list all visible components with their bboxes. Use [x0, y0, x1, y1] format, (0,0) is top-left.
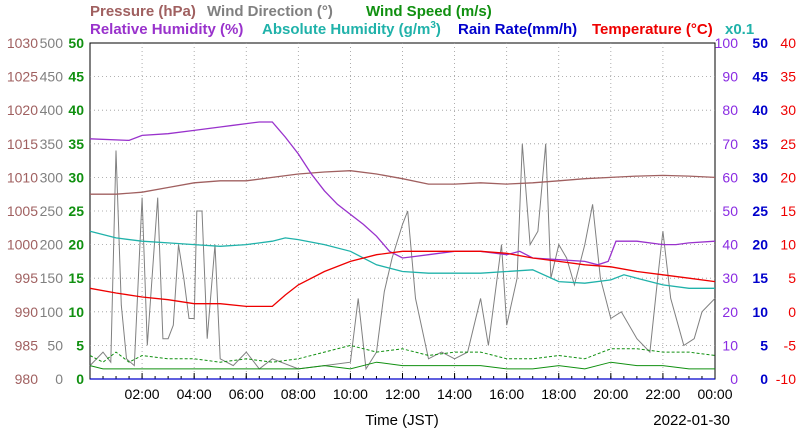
y-tick-pressure: 1025	[7, 69, 38, 85]
y-tick-wind-speed: 5	[76, 337, 84, 353]
y-tick-temperature: 20	[780, 169, 796, 185]
y-tick-rain: 20	[752, 237, 768, 253]
y-tick-humidity: 100	[715, 35, 739, 51]
legend-temperature: Temperature (°C)	[592, 21, 713, 38]
y-tick-wind-direction: 50	[47, 337, 63, 353]
x-axis-label: Time (JST)	[365, 412, 439, 429]
y-tick-rain: 15	[752, 270, 768, 286]
y-tick-pressure: 1005	[7, 203, 38, 219]
x-tick-label: 02:00	[125, 386, 160, 402]
x-tick-label: 06:00	[229, 386, 264, 402]
y-tick-temperature: 35	[780, 69, 796, 85]
y-tick-humidity: 70	[722, 136, 738, 152]
date-label: 2022-01-30	[653, 412, 730, 429]
y-tick-rain: 45	[752, 69, 768, 85]
y-tick-wind-speed: 50	[68, 35, 84, 51]
y-tick-wind-speed: 15	[68, 270, 84, 286]
y-tick-temperature: 10	[780, 237, 796, 253]
series-lines	[89, 121, 716, 380]
y-tick-wind-direction: 500	[40, 35, 64, 51]
x-tick-label: 20:00	[593, 386, 628, 402]
y-tick-temperature: 25	[780, 136, 796, 152]
y-tick-wind-speed: 35	[68, 136, 84, 152]
series-abs-humidity	[89, 230, 715, 289]
y-tick-temperature: 30	[780, 102, 796, 118]
y-tick-pressure: 1020	[7, 102, 38, 118]
y-tick-rain: 30	[752, 169, 768, 185]
x-tick-label: 14:00	[437, 386, 472, 402]
y-tick-pressure: 1000	[7, 237, 38, 253]
y-tick-pressure: 995	[15, 270, 39, 286]
series-humidity	[89, 121, 716, 266]
y-axes: 1030102510201015101010051000995990985980…	[7, 35, 796, 387]
y-tick-wind-direction: 350	[40, 136, 64, 152]
y-tick-pressure: 990	[15, 304, 39, 320]
legend-humidity: Relative Humidity (%)	[90, 21, 243, 38]
y-tick-humidity: 90	[722, 69, 738, 85]
y-tick-temperature: 0	[788, 304, 796, 320]
y-tick-temperature: -5	[784, 337, 797, 353]
series-wind-speed	[89, 361, 715, 370]
x-tick-label: 10:00	[333, 386, 368, 402]
y-tick-pressure: 980	[15, 371, 39, 387]
y-tick-wind-speed: 25	[68, 203, 84, 219]
y-tick-pressure: 985	[15, 337, 39, 353]
legend-abs-humidity: Absolute Humidity (g/m3)	[262, 20, 441, 38]
x-tick-label: 18:00	[541, 386, 576, 402]
y-tick-temperature: -10	[776, 371, 796, 387]
y-tick-pressure: 1010	[7, 169, 38, 185]
y-tick-pressure: 1030	[7, 35, 38, 51]
y-tick-humidity: 0	[730, 371, 738, 387]
y-tick-wind-speed: 40	[68, 102, 84, 118]
y-tick-wind-speed: 0	[76, 371, 84, 387]
y-tick-temperature: 15	[780, 203, 796, 219]
y-tick-temperature: 40	[780, 35, 796, 51]
y-tick-wind-direction: 100	[40, 304, 64, 320]
y-tick-humidity: 50	[722, 203, 738, 219]
y-tick-temperature: 5	[788, 270, 796, 286]
series-wind-gust	[89, 344, 716, 363]
y-tick-wind-direction: 0	[55, 371, 63, 387]
y-tick-rain: 5	[760, 337, 768, 353]
x-axis: 02:00 04:00 06:00 08:00 10:00 12:00 14:00 16:00…	[89, 373, 733, 402]
y-tick-humidity: 60	[722, 169, 738, 185]
y-tick-wind-direction: 400	[40, 102, 64, 118]
y-tick-wind-direction: 150	[40, 270, 64, 286]
y-tick-wind-direction: 300	[40, 169, 64, 185]
y-tick-humidity: 30	[722, 270, 738, 286]
y-tick-pressure: 1015	[7, 136, 38, 152]
y-tick-wind-speed: 30	[68, 169, 84, 185]
series-temperature	[89, 250, 716, 308]
y-tick-humidity: 80	[722, 102, 738, 118]
y-tick-rain: 40	[752, 102, 768, 118]
legend-pressure: Pressure (hPa)	[90, 3, 196, 20]
y-tick-wind-direction: 450	[40, 69, 64, 85]
y-tick-wind-speed: 45	[68, 69, 84, 85]
x-tick-label: 00:00	[697, 386, 732, 402]
x-tick-label: 22:00	[645, 386, 680, 402]
x-tick-label: 08:00	[281, 386, 316, 402]
y-tick-wind-speed: 20	[68, 237, 84, 253]
legend-abs-factor: x0.1	[725, 21, 754, 38]
y-tick-humidity: 40	[722, 237, 738, 253]
y-tick-wind-direction: 250	[40, 203, 64, 219]
y-tick-rain: 35	[752, 136, 768, 152]
legend-rain: Rain Rate(mm/h)	[458, 21, 577, 38]
y-tick-rain: 50	[752, 35, 768, 51]
x-tick-label: 12:00	[385, 386, 420, 402]
legend-wind-direction: Wind Direction (°)	[207, 3, 333, 20]
y-tick-wind-speed: 10	[68, 304, 84, 320]
y-tick-wind-direction: 200	[40, 237, 64, 253]
x-tick-label: 16:00	[489, 386, 524, 402]
y-tick-humidity: 10	[722, 337, 738, 353]
y-tick-rain: 10	[752, 304, 768, 320]
legend-wind-speed: Wind Speed (m/s)	[366, 3, 492, 20]
x-tick-label: 04:00	[177, 386, 212, 402]
y-tick-rain: 0	[760, 371, 768, 387]
y-tick-rain: 25	[752, 203, 768, 219]
series-pressure	[90, 170, 716, 195]
y-tick-humidity: 20	[722, 304, 738, 320]
